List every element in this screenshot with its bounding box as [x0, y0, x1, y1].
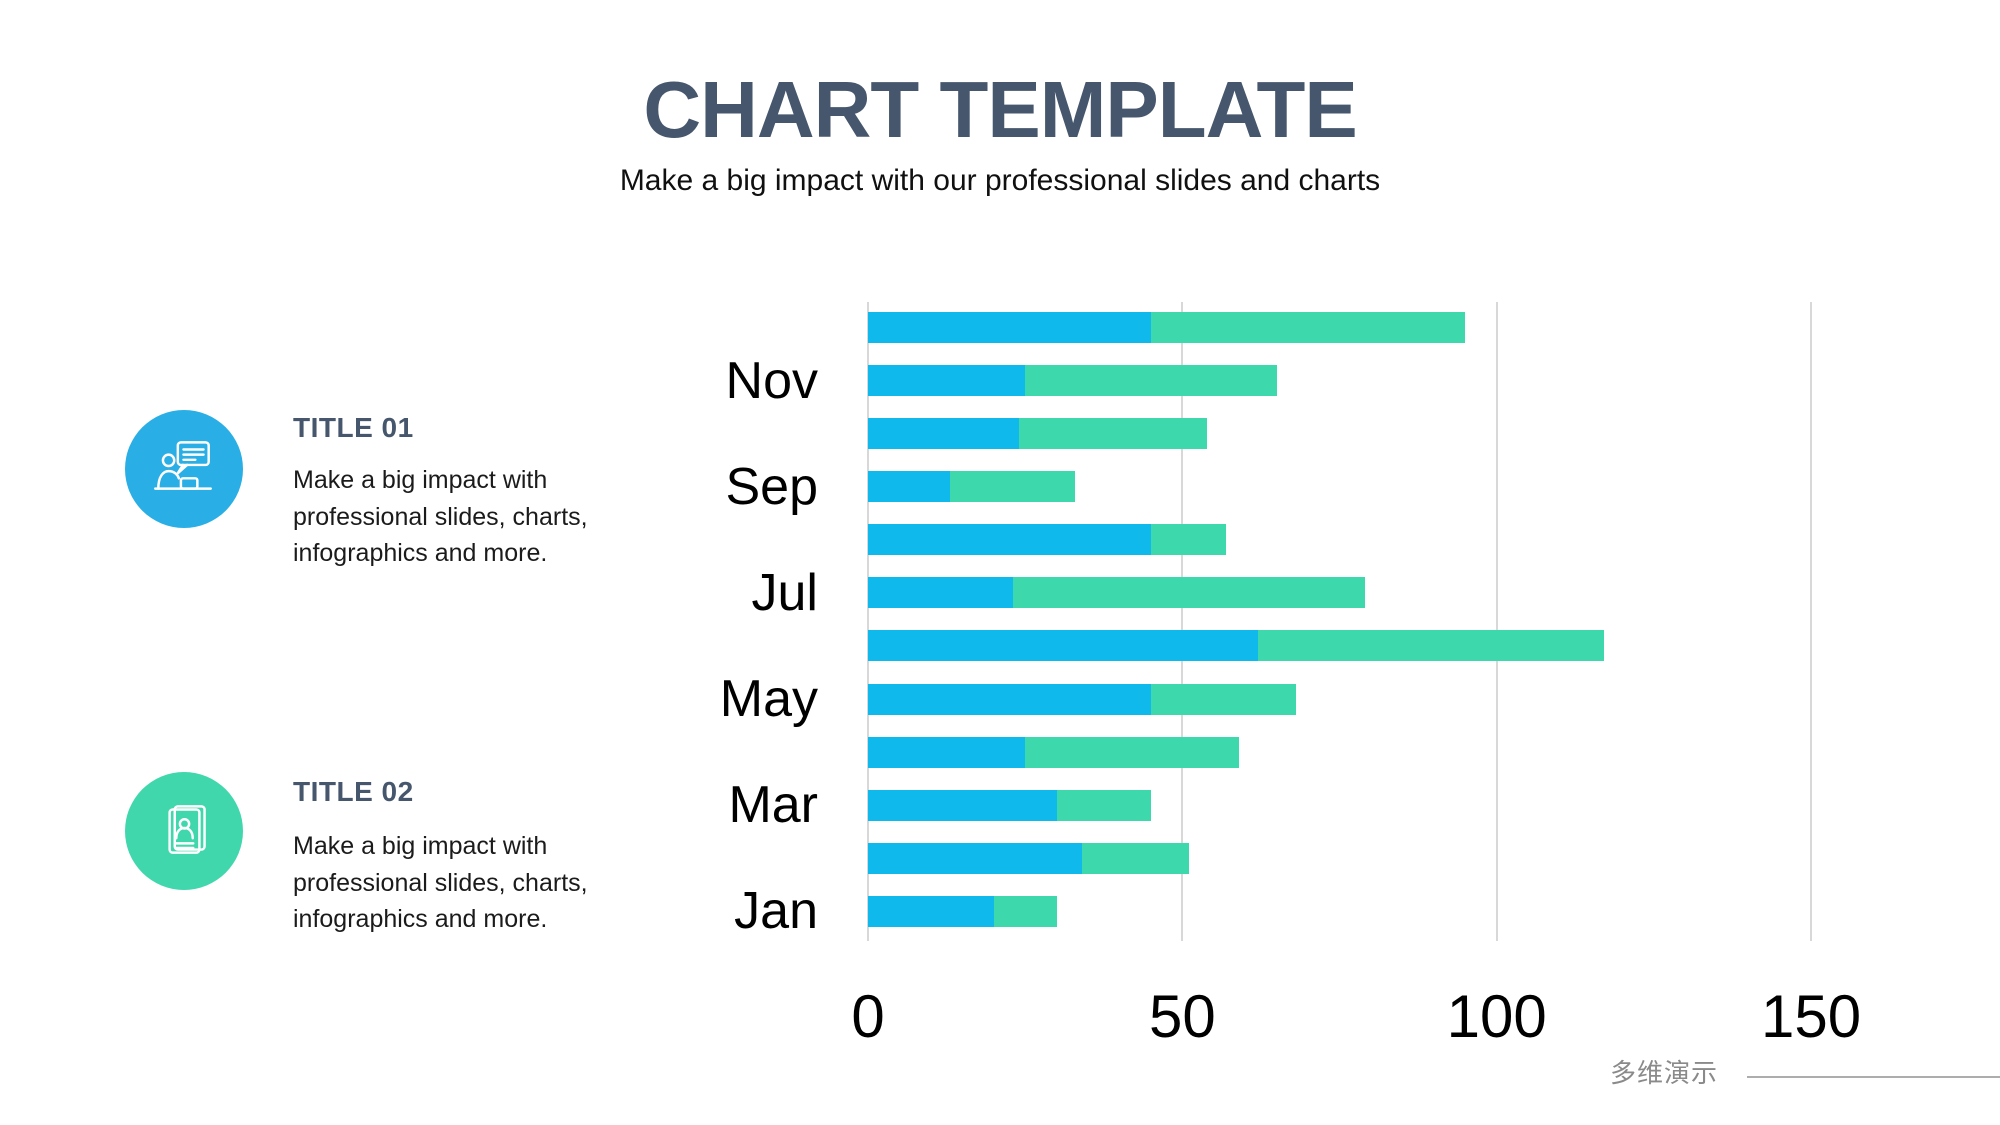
bar-row-jun — [868, 630, 1604, 662]
bar-row-aug — [868, 524, 1227, 556]
bar-row-jul — [868, 577, 1365, 609]
gridline — [1810, 302, 1813, 941]
page-subtitle: Make a big impact with our professional … — [619, 164, 1381, 197]
feature2-icon-circle — [125, 772, 243, 890]
bar-segment-series-blue — [868, 365, 1026, 397]
bar-row-sep — [868, 471, 1076, 503]
bar-segment-series-blue — [868, 683, 1151, 715]
bar-segment-series-green — [1012, 577, 1365, 609]
x-axis-tick-label: 150 — [1760, 983, 1862, 1050]
bar-segment-series-blue — [868, 789, 1057, 821]
bar-segment-series-green — [1056, 789, 1151, 821]
y-axis-label-may: May — [719, 670, 818, 729]
bar-segment-series-blue — [868, 418, 1019, 450]
bar-segment-series-green — [1150, 683, 1296, 715]
bar-row-mar — [868, 789, 1151, 821]
gridline — [1495, 302, 1498, 941]
x-axis-tick-label: 100 — [1446, 983, 1547, 1050]
bar-row-may — [868, 683, 1296, 715]
bar-row-feb — [868, 842, 1189, 874]
bar-segment-series-blue — [868, 471, 950, 503]
y-axis-label-mar: Mar — [728, 776, 818, 835]
y-axis-label-sep: Sep — [725, 457, 818, 516]
feature1-icon-circle — [125, 410, 243, 528]
bar-row-apr — [868, 736, 1239, 768]
bar-segment-series-blue — [868, 524, 1151, 556]
feature2-title: TITLE 02 — [293, 776, 414, 807]
bar-segment-series-blue — [868, 630, 1258, 662]
brand-text: 多维演示 — [1610, 1058, 1719, 1088]
bar-row-dec — [868, 312, 1466, 343]
page-title: CHART TEMPLATE — [643, 65, 1357, 154]
feature1-title: TITLE 01 — [293, 412, 414, 443]
bar-segment-series-green — [1150, 524, 1227, 556]
x-axis-tick-label: 50 — [1148, 983, 1216, 1050]
bar-row-nov — [868, 365, 1277, 397]
y-axis-label-jul: Jul — [751, 563, 818, 622]
bar-segment-series-green — [1018, 418, 1208, 450]
bar-row-jan — [868, 895, 1057, 927]
y-axis-label-nov: Nov — [725, 351, 818, 410]
bar-segment-series-green — [1025, 365, 1277, 397]
bar-segment-series-green — [1150, 312, 1466, 343]
bar-segment-series-green — [1025, 736, 1239, 768]
feature2-description: Make a big impact with professional slid… — [293, 832, 588, 933]
bar-segment-series-blue — [868, 577, 1013, 609]
resume-icon — [147, 792, 221, 871]
bar-segment-series-blue — [868, 312, 1151, 343]
brand-divider-line — [1747, 1076, 2000, 1078]
bar-segment-series-green — [993, 895, 1057, 927]
y-axis-label-jan: Jan — [734, 882, 818, 941]
bar-segment-series-green — [1257, 630, 1604, 662]
x-axis-tick-label: 0 — [851, 983, 885, 1050]
gridline — [867, 302, 869, 941]
bar-segment-series-blue — [868, 736, 1026, 768]
bar-segment-series-green — [1081, 842, 1189, 874]
gridline — [1181, 302, 1184, 941]
bar-segment-series-green — [949, 471, 1076, 503]
bar-segment-series-blue — [868, 895, 994, 927]
bar-segment-series-blue — [868, 842, 1082, 874]
person-chat-icon — [147, 430, 221, 509]
bar-row-oct — [868, 418, 1208, 450]
feature1-description: Make a big impact with professional slid… — [293, 466, 588, 567]
